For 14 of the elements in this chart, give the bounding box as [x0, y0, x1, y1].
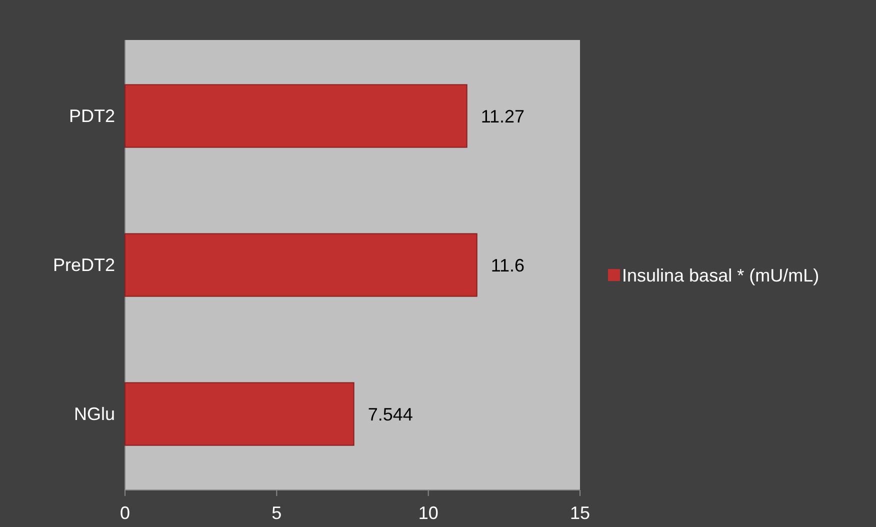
- x-tick-label: 10: [418, 502, 438, 523]
- x-tick-label: 15: [570, 502, 590, 523]
- y-tick-label: NGlu: [74, 404, 115, 424]
- x-tick-label: 0: [120, 502, 130, 523]
- bar: [124, 233, 478, 297]
- data-label: 11.27: [480, 106, 525, 126]
- bar: [124, 382, 354, 446]
- y-tick-label: PDT2: [68, 106, 115, 126]
- data-label: 7.544: [368, 404, 413, 424]
- legend-label: Insulina basal * (mU/mL): [622, 265, 820, 286]
- bar: [124, 84, 468, 148]
- y-tick-label: PreDT2: [52, 254, 115, 275]
- x-tick-label: 5: [272, 502, 282, 523]
- data-label: 11.6: [490, 255, 525, 276]
